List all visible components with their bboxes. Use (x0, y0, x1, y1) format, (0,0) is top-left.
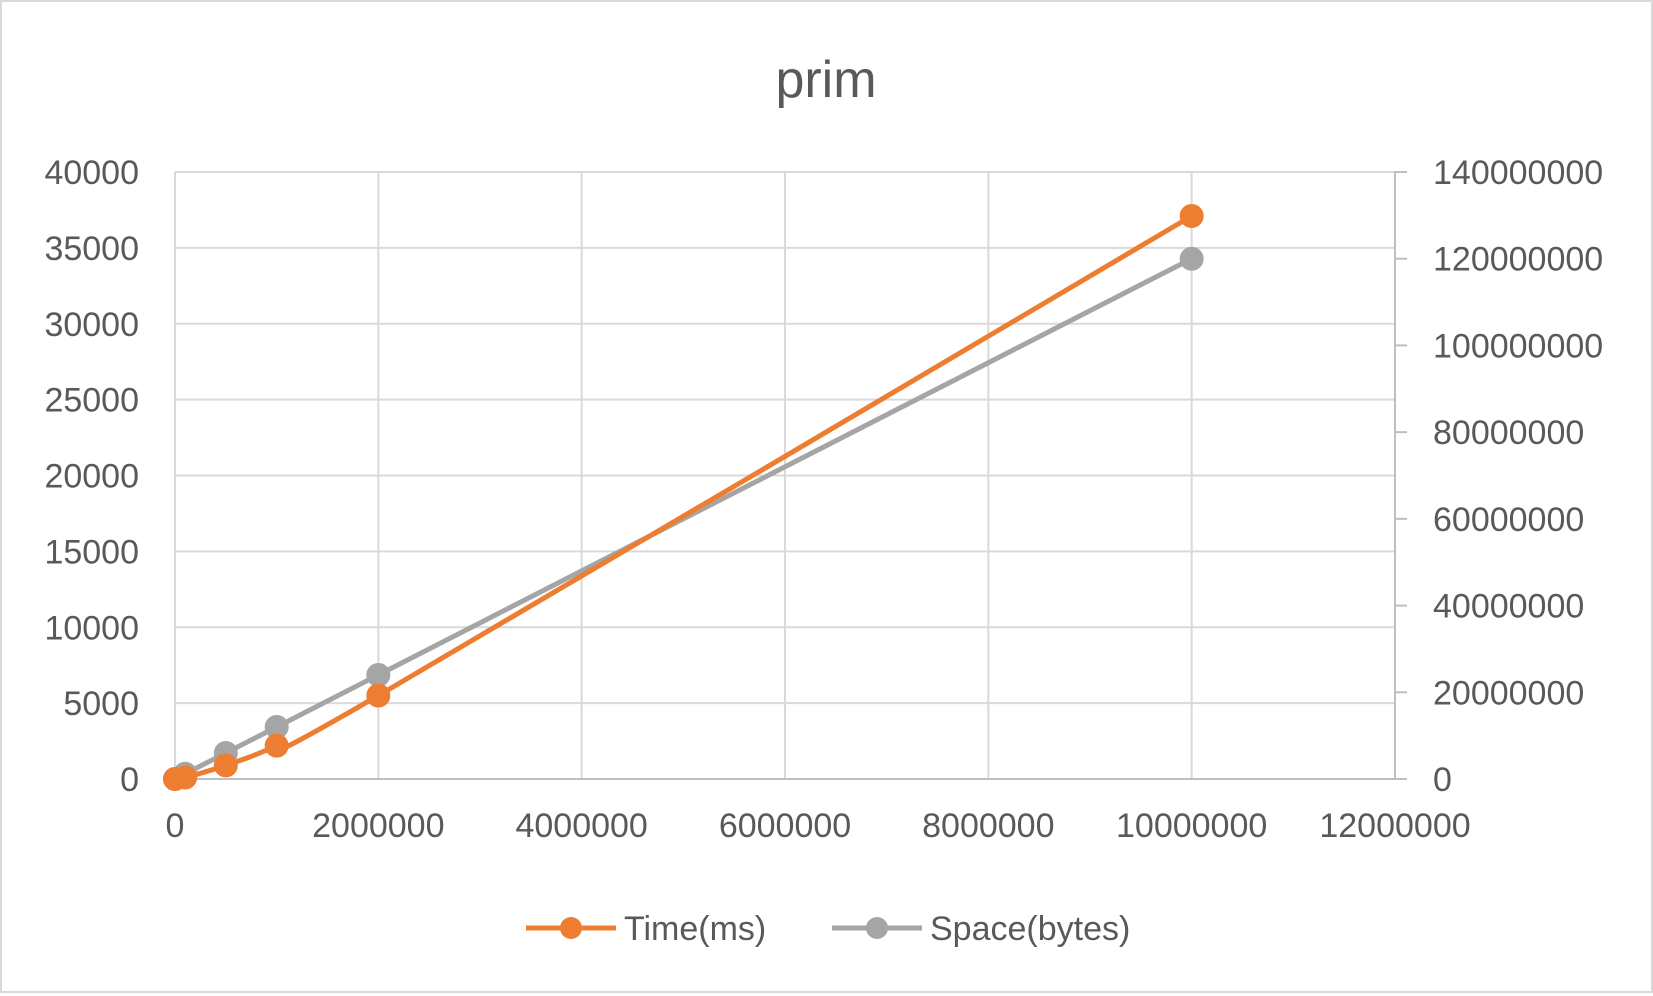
y2-tick-label: 140000000 (1433, 154, 1603, 192)
y-tick-label: 5000 (63, 685, 139, 723)
y2-tick-label: 100000000 (1433, 327, 1603, 365)
data-point-space-bytes (366, 662, 391, 687)
chart-title: prim (775, 51, 876, 109)
y2-tick-label: 20000000 (1433, 674, 1584, 712)
y-tick-label: 20000 (44, 458, 139, 496)
x-tick-label: 2000000 (312, 807, 444, 845)
data-point-time-ms (366, 683, 391, 708)
data-point-time-ms (1179, 204, 1204, 229)
y-tick-label: 35000 (44, 230, 139, 268)
y2-tick-label: 60000000 (1433, 501, 1584, 539)
series-line-time-ms (172, 213, 1195, 782)
x-tick-label: 4000000 (515, 807, 647, 845)
legend-marker-space-bytes (866, 917, 888, 939)
legend-marker-time-ms (560, 917, 582, 939)
y2-tick-label: 40000000 (1433, 588, 1584, 626)
legend: Time(ms) Space(bytes) (526, 910, 1130, 948)
x-tick-label: 6000000 (719, 807, 851, 845)
y-tick-label: 10000 (44, 609, 139, 647)
data-point-time-ms (173, 765, 198, 790)
y2-tick-label: 80000000 (1433, 414, 1584, 452)
legend-label-space-bytes: Space(bytes) (930, 910, 1130, 948)
y2-tick-label: 120000000 (1433, 241, 1603, 279)
y-tick-label: 40000 (44, 154, 139, 192)
y-tick-label: 0 (120, 761, 139, 799)
data-point-space-bytes (1179, 246, 1204, 271)
y2-tick-label: 0 (1433, 761, 1452, 799)
data-point-time-ms (213, 753, 238, 778)
x-tick-label: 12000000 (1319, 807, 1470, 845)
grid-lines (175, 171, 1395, 780)
y-tick-label: 30000 (44, 306, 139, 344)
x-tick-label: 10000000 (1116, 807, 1267, 845)
axes: 0 5000 10000 15000 20000 25000 30000 35000 40000… (44, 154, 1603, 845)
data-point-time-ms (264, 733, 289, 758)
x-tick-label: 0 (166, 807, 185, 845)
y-tick-label: 15000 (44, 533, 139, 571)
y-tick-label: 25000 (44, 382, 139, 420)
series-layer (163, 204, 1204, 791)
legend-label-time-ms: Time(ms) (624, 910, 766, 948)
x-tick-label: 8000000 (922, 807, 1054, 845)
